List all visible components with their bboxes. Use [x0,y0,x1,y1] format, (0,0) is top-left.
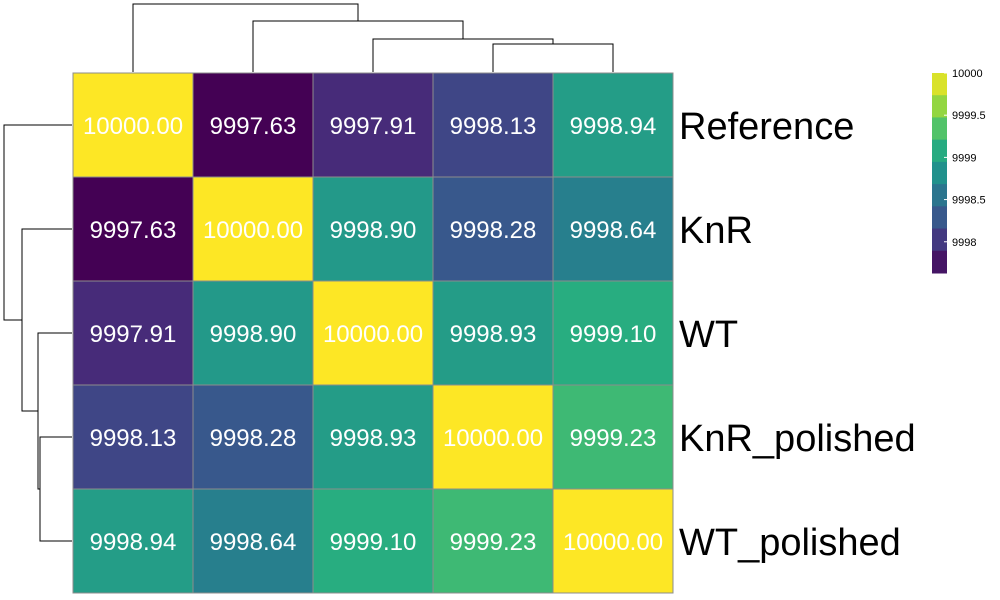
cell-value-label: 9999.23 [570,425,657,452]
legend-color-step [932,250,947,274]
row-labels: Reference KnR WT KnR_polished WT_polished [679,106,916,564]
color-legend: 10000 9999.5 9999 9998.5 9998 [932,68,986,274]
cell-value-label: 9998.64 [210,529,297,556]
legend-color-step [932,228,947,252]
cell-value-label: 9998.28 [210,425,297,452]
heatmap-cell [552,176,674,282]
legend-tick-label: 10000 [952,68,983,80]
heatmap-cells: 10000.00 9997.63 9997.91 9998.13 9998.94 9997… [72,72,674,594]
dendrogram-branch [132,3,359,72]
cell-value-label: 9998.93 [330,425,417,452]
legend-color-step [932,161,947,185]
cell-value-label: 9998.90 [210,321,297,348]
cell-value-label: 9998.13 [90,425,177,452]
heatmap-cell [312,176,434,282]
heatmap-cell [552,280,674,386]
cell-value-label: 9999.10 [330,529,417,556]
cell-value-label: 9998.93 [450,321,537,348]
heatmap-cell [192,488,314,594]
cell-value-label: 9998.94 [570,113,657,140]
dendrogram-branch [3,124,72,321]
cell-value-label: 9997.91 [90,321,177,348]
heatmap-cell [552,72,674,178]
dendrogram-branch [37,332,72,490]
heatmap-cell [432,488,554,594]
heatmap-cell [432,280,554,386]
dendrogram-branch [21,228,72,412]
cell-value-label: 9999.23 [450,529,537,556]
cell-value-label: 10000.00 [443,425,543,452]
legend-tick-label: 9999 [952,152,976,164]
heatmap-cell [72,176,194,282]
heatmap-cell [432,384,554,490]
dendrogram-branch [252,20,464,72]
cell-value-label: 10000.00 [203,217,303,244]
legend-color-step [932,95,947,118]
heatmap-cell [312,488,434,594]
heatmap-cell [192,280,314,386]
cell-value-label: 9997.63 [210,113,297,140]
legend-color-step [932,184,947,207]
heatmap-cell [192,72,314,178]
dendrogram-branch [492,43,614,72]
cell-value-label: 9998.90 [330,217,417,244]
cell-value-label: 9998.64 [570,217,657,244]
cell-value-label: 9999.10 [570,321,657,348]
cell-value-label: 9997.91 [330,113,417,140]
heatmap-cell [552,488,674,594]
legend-color-step [932,206,947,230]
legend-color-step [932,117,947,141]
row-dendrogram [3,124,72,542]
row-label: KnR [679,210,753,252]
heatmap-cell [432,176,554,282]
legend-tick-label: 9998 [952,237,976,249]
cell-value-label: 9998.13 [450,113,537,140]
cell-value-label: 9998.94 [90,529,177,556]
heatmap-cell [312,280,434,386]
legend-color-step [932,139,947,163]
legend-tick-label: 9998.5 [952,195,986,207]
cell-value-label: 10000.00 [323,321,423,348]
cell-value-label: 9998.28 [450,217,537,244]
dendrogram-branch [39,436,72,542]
heatmap-cell [312,384,434,490]
legend-tick-label: 9999.5 [952,110,986,122]
legend-color-step [932,73,947,96]
row-label: WT_polished [679,522,901,564]
column-dendrogram [132,3,614,72]
heatmap-cell [72,488,194,594]
row-label: Reference [679,106,854,148]
heatmap-cell [72,280,194,386]
cell-value-label: 10000.00 [563,529,663,556]
row-label: WT [679,314,738,356]
row-label: KnR_polished [679,418,916,460]
cell-value-label: 10000.00 [83,113,183,140]
cell-value-label: 9997.63 [90,217,177,244]
